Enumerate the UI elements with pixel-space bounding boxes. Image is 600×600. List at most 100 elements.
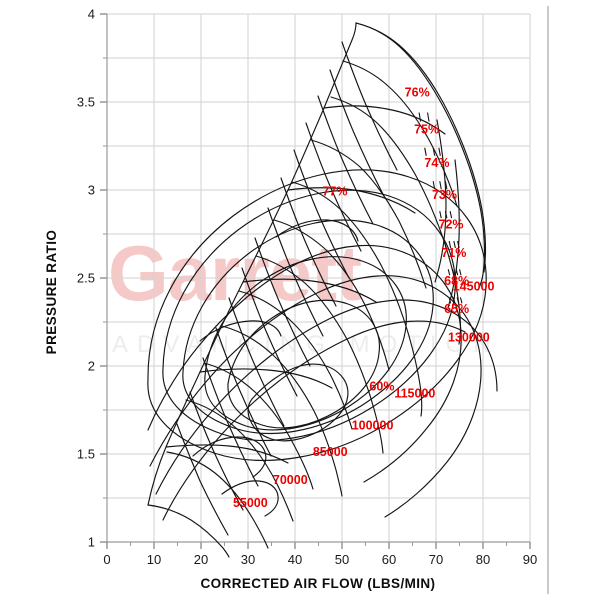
efficiency-contour-60: [162, 320, 466, 521]
x-tick-label: 0: [103, 552, 110, 567]
speed-labels: 55000 70000 85000 100000 115000 130000 145000: [233, 279, 495, 509]
top-spoke-13: [189, 391, 244, 511]
efficiency-labels: 77% 76% 75% 74% 73% 72% 71% 68% 65% 60%: [322, 86, 469, 394]
efficiency-label-73: 73%: [432, 188, 457, 202]
speed-label-70000: 70000: [273, 473, 308, 487]
speed-line-55000: [147, 504, 230, 558]
inner-detail-arc-3: [199, 320, 282, 342]
efficiency-label-68: 68%: [444, 274, 469, 288]
y-tick-label: 3: [88, 183, 95, 198]
x-tick-label: 80: [476, 552, 490, 567]
x-tick-label: 60: [382, 552, 396, 567]
speed-line-70000: [185, 399, 294, 522]
efficiency-leader-tick: [444, 211, 448, 219]
efficiency-label-65: 65%: [444, 302, 469, 316]
top-spoke-10: [228, 297, 285, 427]
top-spoke-9: [241, 267, 298, 397]
right-flank-cut-1: [447, 159, 460, 309]
top-spoke-2: [329, 69, 386, 199]
speed-line-intermediate-1: [166, 451, 269, 549]
plateau-arc-2: [242, 278, 377, 303]
efficiency-leader-tick: [458, 269, 462, 276]
efficiency-label-76: 76%: [405, 86, 430, 100]
efficiency-leader-tick: [447, 269, 451, 276]
efficiency-leader-tick: [448, 240, 452, 249]
x-tick-label: 70: [429, 552, 443, 567]
speed-label-115000: 115000: [394, 387, 435, 401]
top-spoke-1: [341, 41, 398, 171]
y-tick-labels: 1 1.5 2 2.5 3 3.5 4: [77, 7, 95, 550]
top-spoke-11: [215, 327, 272, 457]
efficiency-leader-tick: [432, 147, 436, 156]
efficiency-label-60: 60%: [369, 380, 394, 394]
y-tick-label: 4: [88, 7, 95, 22]
watermark-tagline-text: ADVANCING MOTION: [112, 331, 500, 358]
top-spoke-12: [202, 357, 259, 487]
efficiency-leader-tick: [451, 269, 455, 276]
top-spoke-14: [176, 423, 229, 536]
efficiency-leader-tick: [432, 181, 436, 190]
plateau-arc-3: [287, 187, 416, 214]
efficiency-leader-tick: [426, 112, 430, 122]
y-tick-label: 2: [88, 359, 95, 374]
x-tick-label: 90: [523, 552, 537, 567]
top-spoke-3: [317, 95, 374, 225]
efficiency-leader-tick: [453, 240, 456, 249]
x-tick-label: 50: [335, 552, 349, 567]
efficiency-contour-74: [182, 219, 434, 434]
y-axis-title: PRESSURE RATIO: [44, 230, 59, 355]
x-tick-label: 20: [194, 552, 208, 567]
efficiency-leader-dots: [418, 112, 463, 304]
efficiency-contour-76: [227, 299, 381, 429]
efficiency-leader-tick: [418, 112, 422, 122]
efficiency-leader-tick: [444, 181, 448, 190]
speed-label-100000: 100000: [352, 418, 394, 432]
watermark-brand-text: Garrett: [108, 229, 362, 317]
choke-line: [355, 22, 487, 273]
speed-line-85000: [221, 325, 343, 497]
x-axis-title: CORRECTED AIR FLOW (LBS/MIN): [201, 576, 436, 591]
y-tick-label: 3.5: [77, 95, 95, 110]
efficiency-contour-65: [155, 299, 498, 495]
watermark: Garrett ADVANCING MOTION: [108, 229, 500, 358]
top-spoke-4: [305, 122, 362, 252]
efficiency-leader-tick: [449, 211, 453, 219]
top-spoke-6: [280, 177, 337, 307]
efficiency-label-71: 71%: [441, 246, 466, 260]
speed-label-145000: 145000: [453, 279, 495, 293]
speed-label-55000: 55000: [233, 496, 268, 510]
efficiency-leader-tick: [443, 240, 447, 249]
efficiency-contour-68: [149, 275, 482, 518]
efficiency-leader-tick: [456, 297, 460, 304]
efficiency-contour-71: [147, 244, 462, 483]
efficiency-leader-tick: [439, 211, 442, 219]
efficiency-label-75: 75%: [414, 123, 439, 137]
y-tick-label: 1.5: [77, 447, 95, 462]
efficiency-leader-tick: [424, 147, 427, 156]
inner-detail-arc-1: [192, 436, 267, 478]
efficiency-leader-tick: [438, 147, 441, 156]
right-flank-cut-2: [434, 119, 447, 283]
surge-line: [147, 22, 357, 506]
inner-detail-arc-4: [275, 219, 359, 242]
x-tick-label: 10: [147, 552, 161, 567]
efficiency-leader-tick: [455, 269, 459, 276]
top-spoke-8: [254, 237, 311, 367]
x-tick-label: 40: [288, 552, 302, 567]
speed-line-100000: [255, 255, 384, 454]
speed-line-145000: [355, 22, 486, 291]
efficiency-leader-tick: [457, 240, 460, 249]
x-tick-label: 30: [241, 552, 255, 567]
efficiency-label-72: 72%: [439, 218, 464, 232]
efficiency-leader-tick: [439, 181, 442, 190]
efficiency-label-77: 77%: [322, 184, 347, 198]
efficiency-leader-tick: [459, 297, 463, 304]
compressor-map-curves: [147, 22, 498, 558]
speed-label-85000: 85000: [313, 445, 348, 459]
efficiency-leader-tick: [452, 297, 456, 304]
x-tick-labels: 0 10 20 30 40 50 60 70 80 90: [103, 552, 537, 567]
speed-line-intermediate-2: [203, 362, 314, 490]
top-spoke-7: [267, 207, 324, 337]
